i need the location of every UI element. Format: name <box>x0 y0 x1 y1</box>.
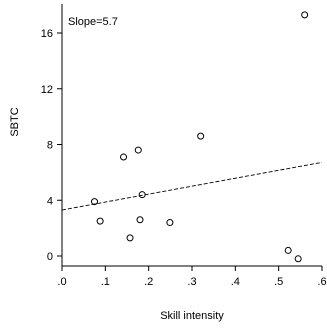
x-tick-label: .5 <box>274 276 283 288</box>
data-point <box>120 153 128 161</box>
x-tick-label: .4 <box>231 276 240 288</box>
data-point <box>294 255 302 263</box>
data-point <box>136 216 144 224</box>
data-point <box>301 11 309 19</box>
data-point <box>166 219 174 227</box>
y-tick-label: 16 <box>41 28 53 40</box>
y-tick-label: 4 <box>47 195 53 207</box>
y-axis-title: SBTC <box>9 107 21 136</box>
y-tick-label: 0 <box>47 251 53 263</box>
data-point <box>197 132 205 140</box>
slope-annotation: Slope=5.7 <box>68 16 118 28</box>
data-point <box>96 217 104 225</box>
x-tick-label: .3 <box>187 276 196 288</box>
fit-line-group <box>61 161 323 211</box>
fit-line <box>61 161 323 211</box>
data-point <box>91 198 98 206</box>
x-tick-label: .1 <box>101 276 110 288</box>
x-tick-label: .2 <box>144 276 153 288</box>
points-group <box>91 11 309 263</box>
x-tick-label: .6 <box>317 276 326 288</box>
data-point <box>134 146 142 154</box>
data-point <box>126 234 134 242</box>
y-tick-label: 12 <box>41 84 53 96</box>
axes: .0 .1 .2 .3 .4 .5 .6 0 4 8 12 16 <box>41 4 327 288</box>
data-point <box>284 246 292 254</box>
x-tick-label: .0 <box>57 276 66 288</box>
y-tick-label: 8 <box>47 140 53 152</box>
data-point <box>138 191 146 199</box>
x-axis-title: Skill intensity <box>160 310 224 322</box>
